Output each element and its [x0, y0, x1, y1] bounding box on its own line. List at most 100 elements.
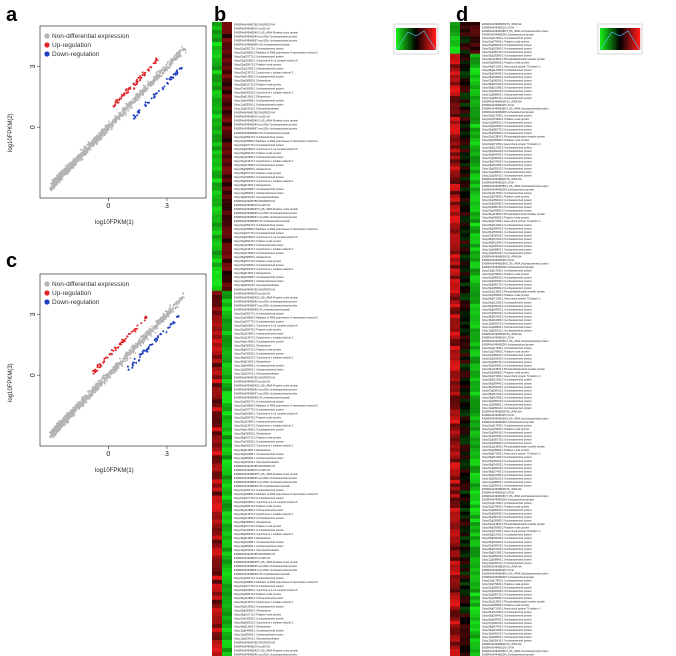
- point-non-diff: [176, 301, 179, 303]
- heat-cell: [450, 194, 460, 199]
- heat-cell: [460, 458, 470, 463]
- heat-cell: [450, 342, 460, 347]
- heat-cell: [460, 317, 470, 322]
- point-non-diff: [127, 354, 129, 357]
- point-non-diff: [88, 389, 91, 392]
- point-non-diff: [134, 345, 137, 348]
- gene-label: Solyc04g005860.2 Putative ovule protein: [482, 448, 530, 452]
- point-non-diff: [87, 142, 90, 145]
- heat-cell: [460, 476, 470, 481]
- point-down: [160, 333, 162, 336]
- heat-cell: [460, 240, 470, 245]
- point-up: [154, 62, 157, 65]
- heat-cell: [460, 441, 470, 445]
- heat-cell: [470, 39, 480, 44]
- heat-cell: [222, 118, 232, 123]
- heat-cell: [470, 610, 480, 615]
- heat-cell: [470, 391, 480, 396]
- legend-label: Down-regulation: [52, 299, 100, 306]
- heat-cell: [212, 74, 222, 79]
- x-tick-label: 0: [106, 451, 110, 458]
- gene-label: Solyc12g019410.1 Glycosyltransferase: [234, 107, 280, 111]
- heat-cell: [222, 202, 232, 207]
- heat-cell: [460, 335, 470, 340]
- heat-cell: [450, 191, 460, 195]
- heat-cell: [460, 620, 470, 625]
- point-non-diff: [164, 316, 166, 319]
- point-non-diff: [128, 108, 130, 110]
- point-non-diff: [75, 163, 78, 166]
- point-up: [134, 330, 137, 333]
- gene-label: Solyc09g011560.2 Glutaredoxin: [234, 536, 271, 540]
- heat-cell: [460, 310, 470, 315]
- heat-cell: [450, 469, 460, 474]
- gene-label: Solyc12g005410.1 Uncharacterized protein: [482, 561, 532, 565]
- legend-label: Non-differential expression: [52, 281, 130, 288]
- point-non-diff: [89, 143, 92, 146]
- point-non-diff: [102, 129, 105, 132]
- gene-label: Solyc01g009860.2 Mediator of RNA polymer…: [234, 404, 318, 408]
- heat-cell: [212, 651, 222, 656]
- heat-cell: [450, 300, 460, 305]
- point-up: [119, 342, 122, 345]
- point-non-diff: [85, 401, 88, 404]
- gene-label: Solyc02g085730.2 Uncharacterized protein: [482, 360, 532, 364]
- heat-cell: [460, 578, 470, 583]
- heat-cell: [460, 60, 470, 65]
- legend-marker: [44, 290, 50, 296]
- heat-cell: [460, 127, 470, 132]
- gene-label: Solyc06g009440.2 Uncharacterized protein: [482, 226, 532, 230]
- point-non-diff: [54, 176, 57, 179]
- heat-cell: [470, 529, 480, 534]
- point-non-diff: [104, 132, 106, 135]
- y-tick-label: 0: [30, 125, 37, 129]
- heat-cell: [212, 603, 222, 609]
- heat-cell: [470, 46, 480, 51]
- heat-cell: [470, 124, 480, 128]
- legend-marker: [44, 51, 50, 57]
- gene-label: Solyc01g009860.2 Mediator of RNA polymer…: [234, 580, 318, 584]
- heat-cell: [460, 169, 470, 174]
- heat-cell: [212, 294, 222, 300]
- heat-cell: [460, 25, 470, 30]
- heat-cell: [222, 246, 232, 252]
- heat-cell: [212, 455, 222, 460]
- point-non-diff: [83, 399, 86, 402]
- gene-label: Solyc01g079660.1 Putative ovule protein: [482, 505, 530, 509]
- heat-cell: [460, 518, 470, 523]
- heat-cell: [460, 219, 470, 224]
- heat-cell: [450, 275, 460, 280]
- point-non-diff: [142, 84, 145, 87]
- point-non-diff: [75, 403, 77, 406]
- heat-cell: [212, 391, 222, 396]
- point-down: [172, 322, 174, 325]
- point-non-diff: [113, 368, 115, 371]
- heat-cell: [212, 587, 222, 593]
- point-up: [127, 333, 130, 335]
- heat-cell: [460, 648, 470, 653]
- gene-label: Solyc01g017830.1 Uncharacterized protein: [482, 114, 532, 118]
- heat-cell: [212, 487, 222, 492]
- heat-cell: [470, 522, 480, 526]
- heat-cell: [212, 86, 222, 91]
- heat-cell: [450, 451, 460, 456]
- point-non-diff: [162, 72, 165, 75]
- point-non-diff: [168, 67, 171, 69]
- point-non-diff: [65, 168, 67, 171]
- heat-cell: [460, 173, 470, 178]
- heat-cell: [450, 518, 460, 523]
- heat-cell: [450, 25, 460, 30]
- heat-cell: [212, 559, 222, 565]
- heat-cell: [450, 427, 460, 431]
- y-tick-label: 3: [30, 64, 37, 68]
- heat-cell: [222, 435, 232, 440]
- heat-cell: [222, 50, 232, 55]
- point-down: [169, 323, 172, 326]
- point-non-diff: [181, 295, 184, 298]
- gene-label: Solyc10g044980.1 Uncharacterized protein: [234, 628, 284, 632]
- point-non-diff: [136, 93, 139, 95]
- heat-cell: [212, 527, 222, 532]
- heat-cell: [222, 579, 232, 585]
- heat-cell: [460, 236, 470, 241]
